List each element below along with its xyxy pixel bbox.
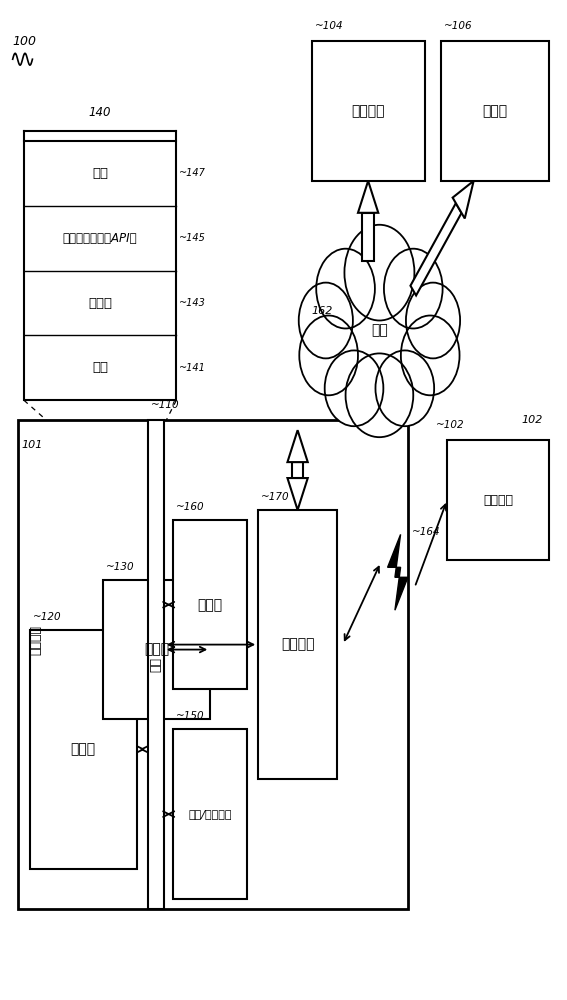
Text: 通信接口: 通信接口 — [281, 638, 314, 652]
Bar — [292, 462, 303, 478]
Text: 140: 140 — [89, 106, 111, 119]
Ellipse shape — [345, 353, 413, 437]
Text: ~150: ~150 — [176, 711, 205, 721]
Bar — [174, 520, 247, 689]
Polygon shape — [287, 430, 308, 462]
Text: ~104: ~104 — [315, 21, 343, 31]
Text: 100: 100 — [12, 35, 37, 48]
Polygon shape — [388, 534, 408, 610]
Text: 电子装置: 电子装置 — [29, 625, 43, 655]
Text: 102: 102 — [522, 415, 543, 425]
Text: 中间件: 中间件 — [88, 297, 112, 310]
Polygon shape — [358, 181, 378, 213]
Text: ~120: ~120 — [32, 612, 61, 622]
Bar — [18, 420, 408, 909]
Ellipse shape — [406, 283, 460, 358]
Text: 总线: 总线 — [150, 657, 163, 672]
Text: 应用编程接口（API）: 应用编程接口（API） — [63, 232, 137, 245]
Ellipse shape — [316, 249, 375, 328]
Polygon shape — [287, 478, 308, 510]
Text: ~106: ~106 — [445, 21, 473, 31]
Text: ~147: ~147 — [179, 168, 206, 178]
Text: ~110: ~110 — [151, 400, 180, 410]
Text: 存储器: 存储器 — [144, 643, 169, 657]
Bar — [148, 420, 164, 909]
Text: 处理器: 处理器 — [71, 742, 96, 756]
Ellipse shape — [299, 316, 358, 395]
Text: ~145: ~145 — [179, 233, 206, 243]
Text: ~102: ~102 — [436, 420, 464, 430]
Text: 服务器: 服务器 — [483, 104, 507, 118]
Polygon shape — [452, 181, 473, 218]
Ellipse shape — [344, 225, 414, 320]
Bar — [24, 141, 176, 400]
Text: 显示器: 显示器 — [197, 598, 223, 612]
Text: 内核: 内核 — [92, 361, 108, 374]
Text: 输入/输出接口: 输入/输出接口 — [188, 809, 232, 819]
Bar — [442, 41, 549, 181]
Ellipse shape — [401, 316, 459, 395]
Text: ~141: ~141 — [179, 363, 206, 373]
Ellipse shape — [325, 350, 383, 426]
Bar — [362, 213, 374, 261]
Bar — [447, 440, 549, 560]
Polygon shape — [411, 203, 462, 295]
Text: 101: 101 — [21, 440, 43, 450]
Text: 网络: 网络 — [371, 323, 388, 337]
Text: ~130: ~130 — [106, 562, 134, 572]
Text: 电子装置: 电子装置 — [352, 104, 385, 118]
Text: ~143: ~143 — [179, 298, 206, 308]
Ellipse shape — [326, 263, 433, 398]
Bar — [103, 580, 210, 719]
Text: ~160: ~160 — [176, 502, 205, 512]
Bar — [312, 41, 425, 181]
Ellipse shape — [384, 249, 443, 328]
Text: ~170: ~170 — [261, 492, 290, 502]
Text: 电子装置: 电子装置 — [483, 494, 513, 507]
Bar — [258, 510, 337, 779]
Text: 应用: 应用 — [92, 167, 108, 180]
Bar — [29, 630, 137, 869]
Ellipse shape — [299, 283, 353, 358]
Bar — [174, 729, 247, 899]
Text: 162: 162 — [312, 306, 333, 316]
Ellipse shape — [375, 350, 434, 426]
Text: ~164: ~164 — [412, 527, 441, 537]
